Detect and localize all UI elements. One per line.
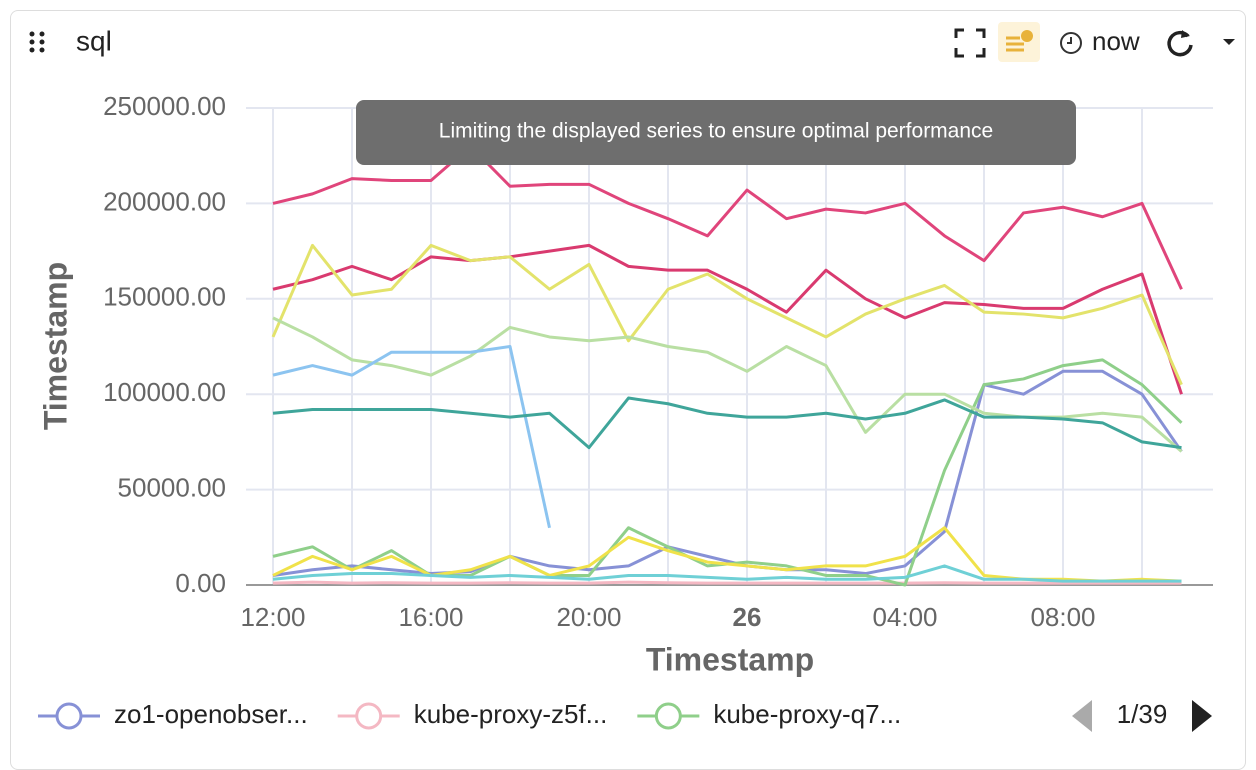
series-line <box>272 243 1183 395</box>
legend-label: kube-proxy-z5f... <box>414 699 608 729</box>
tooltip-text: Limiting the displayed series to ensure … <box>439 120 993 143</box>
pagination: 1/39 <box>1117 699 1168 729</box>
series-line <box>271 243 1183 386</box>
x-axis-title: Timestamp <box>646 641 814 677</box>
legend-item[interactable]: kube-proxy-q7... <box>637 699 901 730</box>
legend-symbol <box>355 702 383 730</box>
y-tick-label: 50000.00 <box>118 472 226 502</box>
legend-item[interactable]: zo1-openobser... <box>38 699 308 730</box>
refresh-button[interactable] <box>1167 30 1193 57</box>
prev-page[interactable] <box>1072 700 1092 732</box>
y-axis-title: Timestamp <box>37 262 73 430</box>
x-tick-label: 26 <box>733 602 762 632</box>
legend-label: kube-proxy-q7... <box>713 699 901 729</box>
y-tick-label: 200000.00 <box>103 186 226 216</box>
series-line <box>272 144 1183 290</box>
series-line <box>272 345 551 529</box>
series-line <box>272 580 1182 585</box>
tooltip: Limiting the displayed series to ensure … <box>356 100 1076 165</box>
chart: sql now 0.00 50000.00 100000.00 150000.00 20… <box>29 22 1235 732</box>
plot: 0.00 50000.00 100000.00 150000.00 200000.00 2… <box>103 91 1213 632</box>
dropdown-button[interactable] <box>1223 39 1235 45</box>
legend: zo1-openobser... kube-proxy-z5f... kube-pr… <box>38 699 901 730</box>
time-label: now <box>1092 26 1140 56</box>
y-tick-label: 250000.00 <box>103 91 226 121</box>
y-tick-label: 150000.00 <box>103 282 226 312</box>
series-line <box>272 316 1183 453</box>
time-picker[interactable]: now <box>1060 26 1140 56</box>
y-tick-label: 0.00 <box>175 568 226 598</box>
x-tick-label: 08:00 <box>1030 602 1095 632</box>
legend-item[interactable]: kube-proxy-z5f... <box>337 699 608 730</box>
series-line <box>272 369 1183 577</box>
x-tick-label: 04:00 <box>872 602 937 632</box>
x-tick-label: 16:00 <box>398 602 463 632</box>
refresh-arrow <box>1181 30 1190 38</box>
panel-title: sql <box>76 25 112 56</box>
series-line <box>272 564 1182 583</box>
series-line <box>272 396 1182 450</box>
x-tick-label: 20:00 <box>556 602 621 632</box>
warning-button[interactable] <box>998 22 1040 62</box>
legend-label: zo1-openobser... <box>114 699 308 729</box>
drag-handle[interactable] <box>29 31 45 53</box>
x-tick-label: 12:00 <box>240 602 305 632</box>
legend-symbol <box>654 702 682 730</box>
fullscreen-button[interactable] <box>954 28 986 58</box>
legend-symbol <box>55 702 83 730</box>
y-tick-label: 100000.00 <box>103 377 226 407</box>
next-page[interactable] <box>1192 700 1212 732</box>
